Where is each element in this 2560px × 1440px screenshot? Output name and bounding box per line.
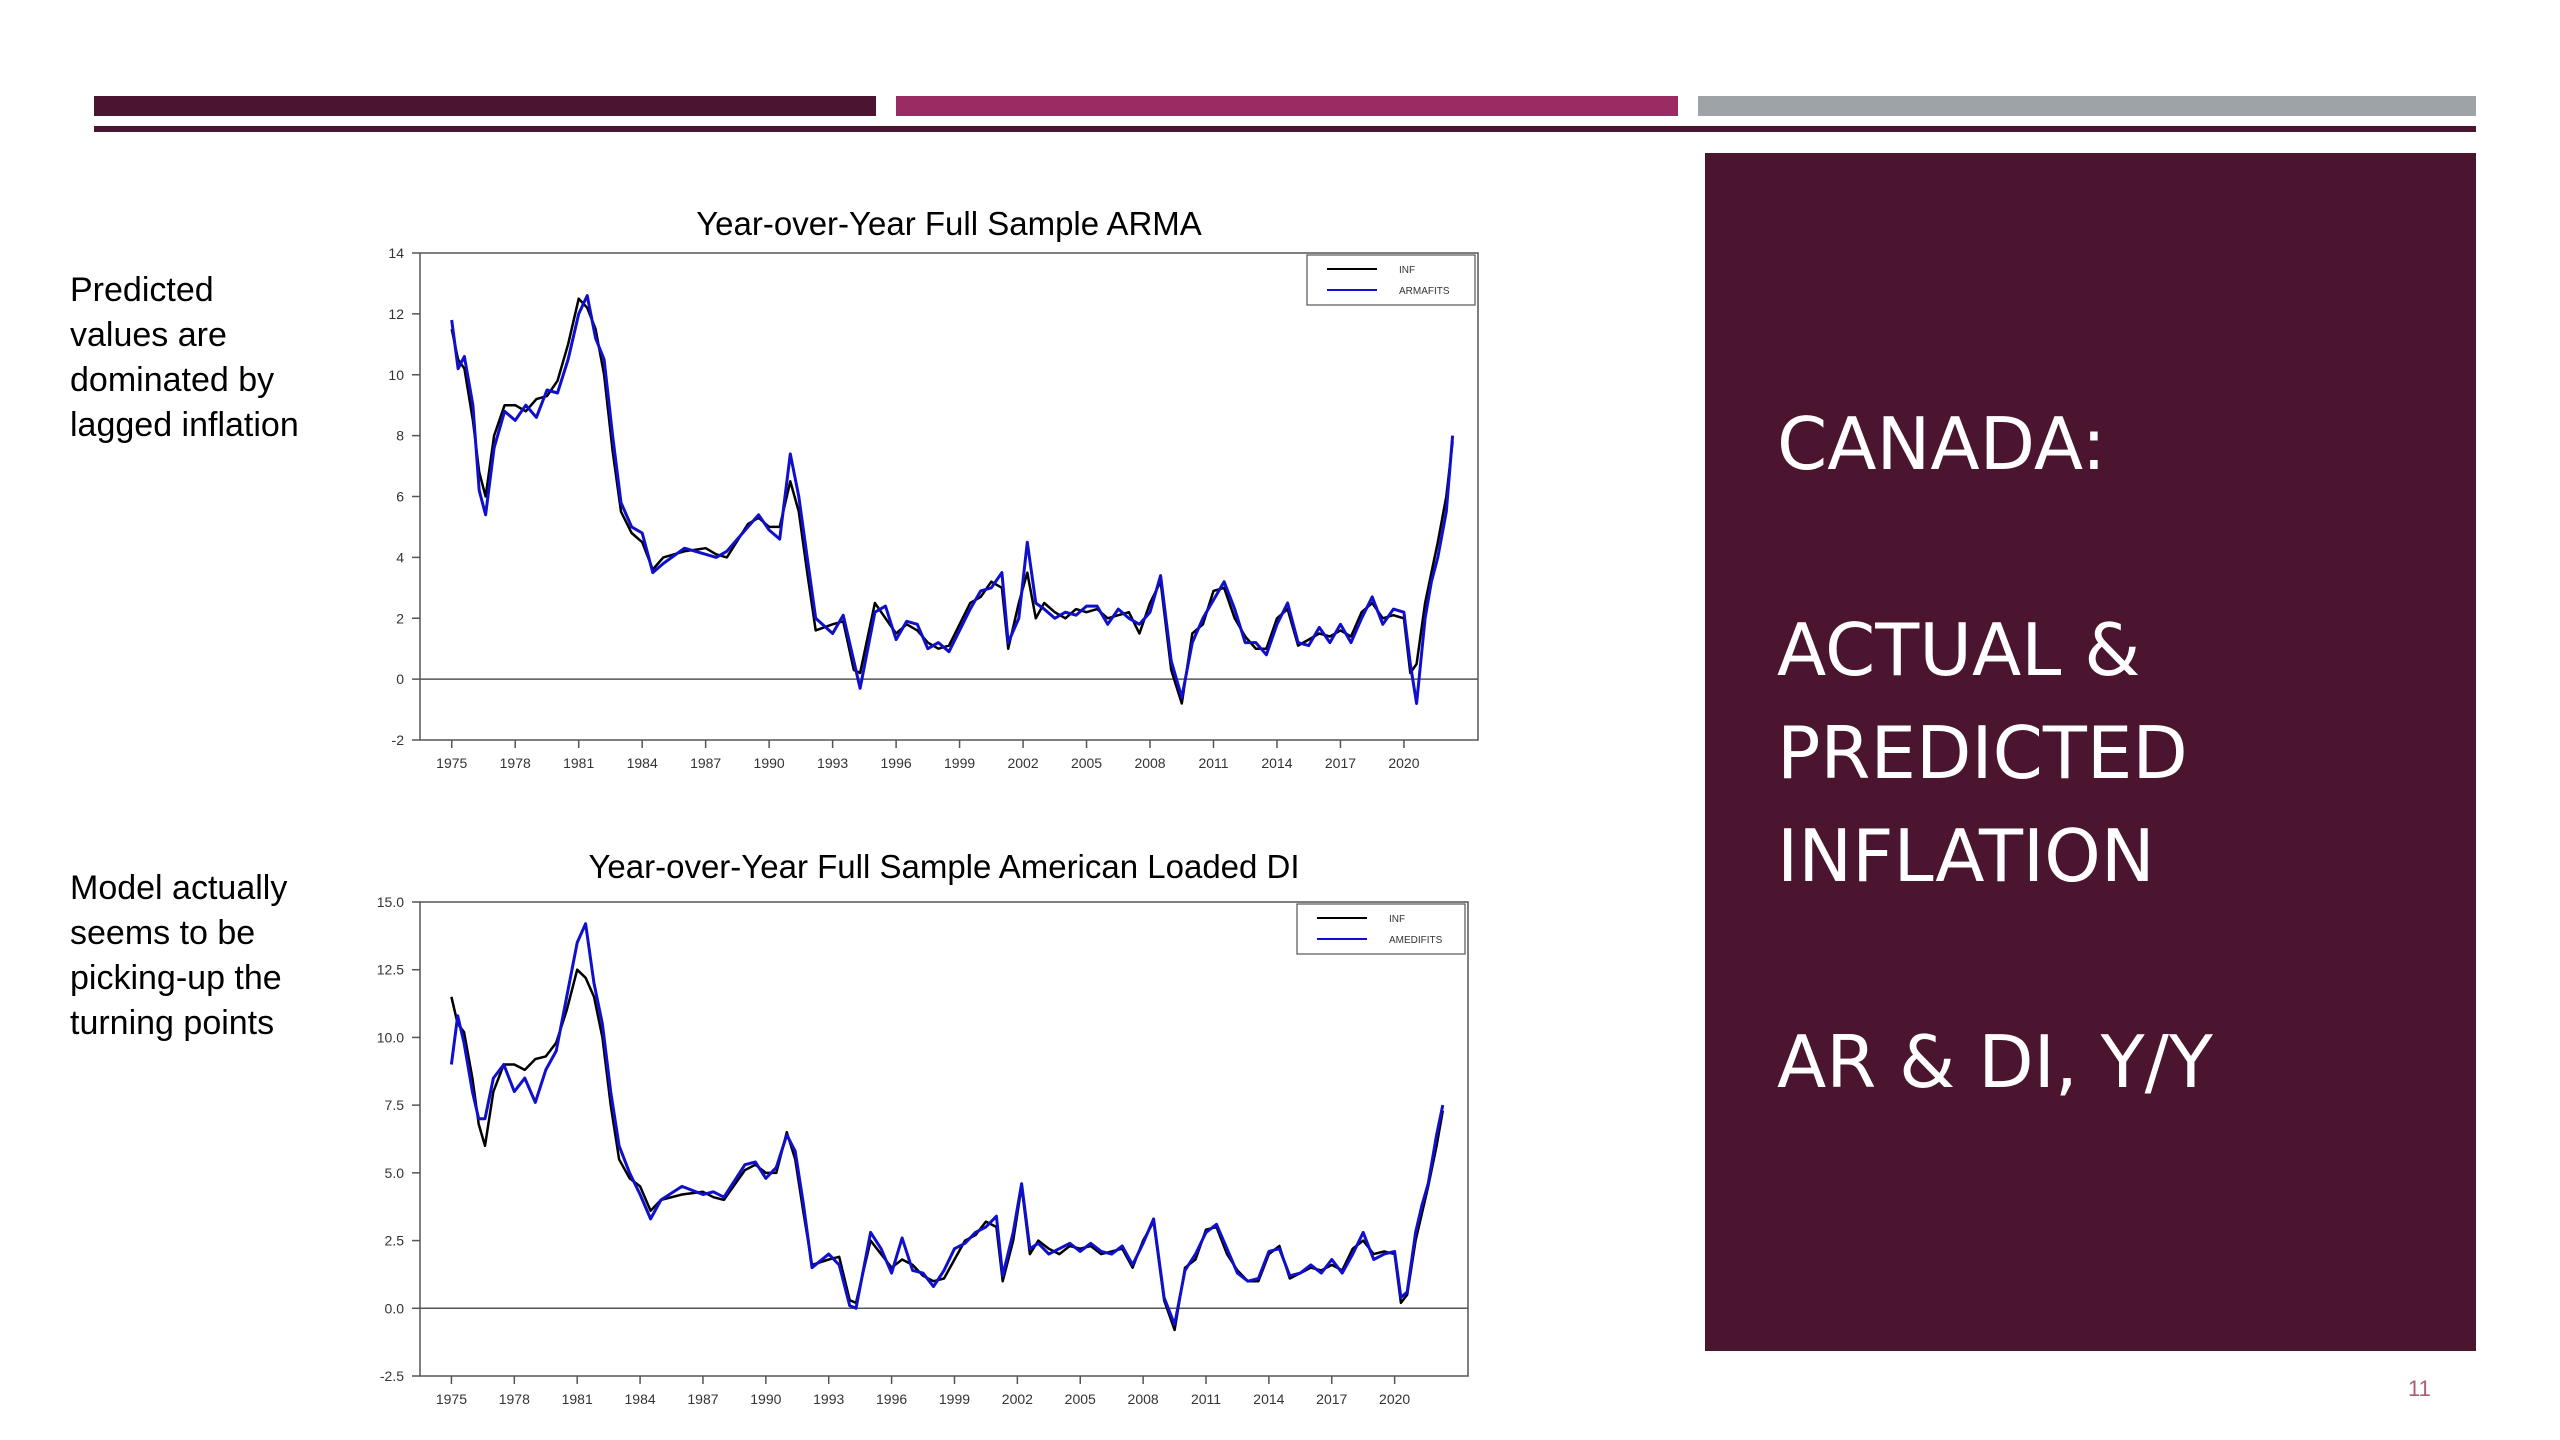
note-top: Predicted values are dominated by lagged…	[70, 271, 299, 444]
x-tick-label-bottom: 1987	[687, 1391, 718, 1407]
x-tick-label-top: 2005	[1071, 755, 1102, 771]
chart-title-bottom: Year-over-Year Full Sample American Load…	[588, 848, 1300, 885]
x-tick-label-top: 1978	[500, 755, 531, 771]
legend-label-bottom: AMEDIFITS	[1389, 935, 1443, 946]
x-tick-label-bottom: 1981	[562, 1391, 593, 1407]
x-tick-label-bottom: 1978	[499, 1391, 530, 1407]
y-tick-label-top: 6	[396, 489, 404, 505]
y-tick-label-top: 2	[396, 610, 404, 626]
x-tick-label-bottom: 1993	[813, 1391, 844, 1407]
x-tick-label-top: 1996	[881, 755, 912, 771]
legend-top	[1306, 254, 1476, 306]
y-tick-label-bottom: 0.0	[385, 1300, 405, 1316]
page-number: 11	[2408, 1376, 2431, 1401]
x-tick-label-bottom: 2020	[1379, 1391, 1410, 1407]
x-tick-label-bottom: 1990	[750, 1391, 781, 1407]
y-tick-label-bottom: 10.0	[377, 1029, 404, 1045]
y-tick-label-top: 14	[388, 245, 404, 261]
x-tick-label-top: 1990	[754, 755, 785, 771]
chart-title-top: Year-over-Year Full Sample ARMA	[696, 205, 1202, 242]
y-tick-label-top: 8	[396, 428, 404, 444]
x-tick-label-bottom: 2008	[1128, 1391, 1159, 1407]
y-tick-label-top: 4	[396, 549, 404, 565]
x-tick-label-bottom: 1999	[939, 1391, 970, 1407]
x-tick-label-bottom: 2017	[1316, 1391, 1347, 1407]
x-tick-label-top: 2002	[1007, 755, 1038, 771]
legend-bottom	[1296, 903, 1466, 955]
legend-label-bottom: INF	[1389, 914, 1405, 925]
x-tick-label-bottom: 2011	[1191, 1391, 1221, 1407]
plot-frame-top	[419, 252, 1479, 741]
series-line-amedifits-bottom	[449, 922, 1445, 1326]
y-tick-label-bottom: 15.0	[377, 894, 404, 910]
x-tick-label-bottom: 2005	[1065, 1391, 1096, 1407]
legend-label-top: ARMAFITS	[1399, 286, 1450, 297]
y-tick-label-bottom: -2.5	[380, 1368, 404, 1384]
x-tick-label-top: 2014	[1261, 755, 1292, 771]
x-tick-label-top: 1987	[690, 755, 721, 771]
x-tick-label-top: 1993	[817, 755, 848, 771]
slide-title: CANADA: ACTUAL & PREDICTED INFLATION AR …	[1777, 402, 2213, 1104]
x-tick-label-bottom: 1984	[625, 1391, 656, 1407]
x-tick-label-top: 2017	[1325, 755, 1356, 771]
header-rule	[94, 126, 2476, 132]
x-tick-label-top: 1975	[436, 755, 467, 771]
x-tick-label-top: 1981	[563, 755, 594, 771]
y-tick-label-bottom: 12.5	[377, 962, 404, 978]
x-tick-label-top: 1999	[944, 755, 975, 771]
y-tick-label-bottom: 2.5	[385, 1233, 405, 1249]
x-tick-label-bottom: 1996	[876, 1391, 907, 1407]
x-tick-label-top: 2020	[1388, 755, 1419, 771]
header-bar-1	[94, 96, 876, 116]
header-bar-2	[896, 96, 1678, 116]
y-tick-label-top: 0	[396, 671, 404, 687]
title-panel: CANADA: ACTUAL & PREDICTED INFLATION AR …	[1705, 153, 2476, 1351]
series-line-armafits-top	[450, 294, 1455, 705]
legend-label-top: INF	[1399, 265, 1415, 276]
y-tick-label-top: -2	[392, 732, 405, 748]
plot-frame-bottom	[419, 901, 1469, 1377]
x-tick-label-top: 2011	[1198, 755, 1228, 771]
y-tick-label-bottom: 5.0	[385, 1165, 405, 1181]
y-tick-label-top: 10	[388, 367, 404, 383]
y-tick-label-bottom: 7.5	[385, 1097, 405, 1113]
x-tick-label-bottom: 1975	[436, 1391, 467, 1407]
x-tick-label-top: 2008	[1134, 755, 1165, 771]
x-tick-label-bottom: 2014	[1253, 1391, 1284, 1407]
header-bar-3	[1698, 96, 2476, 116]
x-tick-label-top: 1984	[627, 755, 658, 771]
x-tick-label-bottom: 2002	[1002, 1391, 1033, 1407]
note-bottom: Model actually seems to be picking-up th…	[70, 869, 288, 1042]
y-tick-label-top: 12	[388, 306, 404, 322]
